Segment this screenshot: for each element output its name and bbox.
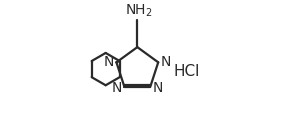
- Text: N: N: [103, 55, 114, 69]
- Text: HCl: HCl: [173, 64, 200, 79]
- Text: N: N: [161, 55, 172, 69]
- Text: N: N: [112, 81, 122, 95]
- Text: N: N: [152, 81, 163, 95]
- Text: NH$_2$: NH$_2$: [125, 3, 152, 19]
